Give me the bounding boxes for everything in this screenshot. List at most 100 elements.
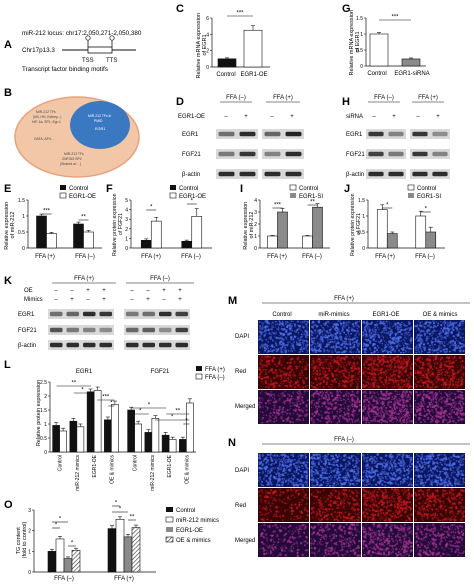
m-r2-c2-cell	[380, 391, 383, 395]
m-r0-c3-cell	[457, 324, 460, 327]
d-band-label-egr1: EGR1	[182, 132, 199, 138]
m-r2-c3-cell	[415, 414, 418, 417]
m-r1-c0-cell	[287, 355, 290, 358]
m-r1-c0-cell	[291, 368, 294, 372]
m-r1-c3-cell	[441, 357, 444, 359]
m-r1-c1-cell	[322, 385, 325, 389]
m-r2-c3-cell	[422, 390, 425, 393]
m-r1-c3-cell	[451, 371, 454, 374]
c-ytick-label: 6	[206, 16, 209, 22]
m-r2-c2-cell	[398, 403, 400, 406]
m-r1-c3-cell	[439, 373, 442, 376]
m-r0-c0-cell	[262, 348, 264, 350]
m-r2-c3-cell	[434, 408, 438, 411]
m-r2-c2-cell	[400, 413, 403, 415]
k-band-label-actin: β-actin	[18, 343, 36, 349]
m-r2-c1-cell	[316, 407, 319, 410]
i-xlabel-ffa-plus: FFA (+)	[267, 254, 287, 260]
m-r2-c2-cell	[380, 409, 382, 412]
panel-letter-h: H	[342, 96, 350, 108]
m-r0-c2-cell	[390, 323, 392, 325]
m-r1-c0-cell	[258, 368, 261, 371]
m-r0-c1-cell	[354, 321, 357, 325]
m-r0-c2-cell	[385, 335, 387, 337]
m-r0-c1-cell	[339, 337, 342, 340]
m-r0-c1-cell	[311, 337, 314, 340]
m-r0-c2-cell	[366, 326, 369, 329]
m-r0-c0-cell	[293, 330, 296, 332]
m-r1-c3-cell	[445, 376, 447, 379]
l-ytick-label: 1.5	[40, 408, 47, 414]
m-r1-c2-cell	[404, 367, 406, 369]
m-r0-c2-cell	[385, 349, 388, 351]
m-r0-c3-cell	[440, 331, 443, 334]
m-r1-c0-cell	[269, 370, 271, 372]
m-r0-c3-cell	[454, 344, 457, 347]
m-r1-c2-cell	[387, 364, 389, 366]
m-r2-c2-cell	[401, 396, 403, 398]
panel-b: B MIR-212 TFs (KB, HH, Kidney...) HIF-1a…	[4, 87, 140, 178]
m-r0-c2-cell	[364, 333, 368, 336]
m-r1-c2-cell	[397, 360, 400, 363]
k-mimics-lane-sign: +	[70, 297, 74, 303]
m-r1-c2-cell	[364, 381, 366, 383]
m-r0-c2-cell	[377, 340, 380, 343]
l-bar	[69, 420, 78, 453]
m-r0-c0-cell	[265, 338, 268, 341]
m-r2-c2-cell	[389, 399, 391, 401]
m-r0-c0-cell	[301, 331, 304, 333]
m-r2-c1-cell	[327, 411, 329, 413]
m-r0-c3-cell	[432, 322, 436, 325]
o-ylabel-2: (fold to control)	[22, 521, 28, 558]
m-r0-c2-cell	[407, 337, 409, 339]
m-r0-c3-cell	[442, 327, 446, 330]
m-r0-c1-cell	[348, 341, 351, 344]
n-r0-c0-cell	[299, 461, 302, 464]
m-r1-c1-cell	[349, 372, 351, 374]
m-r0-c3-cell	[414, 338, 417, 341]
g-ylabel-2: of EGR1	[355, 31, 361, 52]
panel-i: I Relative expression of miR-212 01234**…	[240, 183, 330, 260]
j-bar	[386, 233, 398, 249]
m-r2-c2-cell	[366, 420, 368, 422]
m-r0-c3-cell	[451, 323, 454, 326]
m-r1-c0-cell	[301, 379, 304, 381]
m-r2-c2-cell	[408, 419, 411, 422]
m-r2-c2-cell	[362, 417, 365, 420]
m-r1-c2-cell	[381, 381, 383, 384]
m-r1-c2-cell	[408, 376, 411, 379]
m-r1-c0-cell	[272, 356, 276, 360]
j-legend-swatch-control	[407, 184, 415, 191]
m-r2-c1-cell	[352, 405, 355, 407]
m-r2-c3-cell	[452, 402, 455, 405]
m-r1-c3-cell	[448, 384, 451, 387]
e-legend-swatch-control	[60, 185, 66, 190]
m-r2-c2-cell	[403, 418, 406, 421]
m-r2-c1-cell	[340, 410, 342, 412]
m-r0-c3-cell	[418, 336, 422, 340]
h-fgf21-left-band	[388, 151, 404, 157]
m-r1-c2-cell	[398, 375, 401, 379]
m-r2-c2-cell	[373, 395, 375, 397]
panel-letter-n: N	[228, 437, 236, 449]
m-r1-c0-cell	[285, 372, 289, 375]
l-legend-swatch-ffa-plus	[196, 366, 202, 371]
m-r2-c0-cell	[264, 393, 266, 395]
m-r1-c0-cell	[283, 379, 286, 383]
m-r1-c3-cell	[441, 378, 443, 381]
m-r2-c0-cell	[274, 413, 276, 415]
m-r1-c1-cell	[356, 361, 359, 364]
m-r0-c1-cell	[352, 329, 354, 331]
m-r1-c2-cell	[365, 381, 367, 384]
m-r0-c3-cell	[453, 342, 457, 345]
panel-l: L Relative protein expression EGR1 FGF21…	[4, 359, 225, 491]
m-r0-c3-cell	[427, 329, 430, 332]
m-r0-c3-cell	[435, 339, 438, 341]
panel-letter-m: M	[228, 295, 237, 307]
m-r0-c3-cell	[462, 349, 465, 352]
o-sig-label: **	[130, 515, 135, 521]
m-r2-c1-cell	[319, 406, 321, 409]
m-r1-c1-cell	[324, 362, 326, 364]
m-r1-c0-cell	[262, 383, 264, 385]
n-r0-c0-cell	[271, 454, 273, 457]
